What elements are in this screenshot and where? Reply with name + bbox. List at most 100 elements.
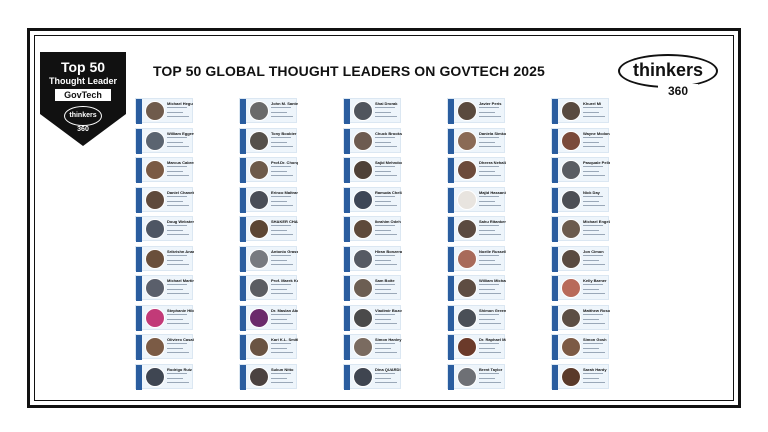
leader-card[interactable]: Shai Drorak bbox=[343, 98, 401, 124]
leader-card[interactable]: Shimon Greenba bbox=[447, 304, 506, 331]
leader-photo bbox=[145, 160, 165, 180]
leader-card[interactable]: Antonio Grasso bbox=[239, 245, 298, 272]
leader-card[interactable]: Dr. Maslan Abd bbox=[239, 304, 298, 331]
leader-card[interactable]: William Eggers bbox=[135, 127, 194, 154]
leader-detail-line bbox=[375, 372, 395, 374]
leader-card[interactable]: Noelle Russell bbox=[447, 245, 506, 272]
leader-detail-line bbox=[479, 377, 495, 379]
leader-detail-line bbox=[375, 107, 395, 108]
leader-detail-line bbox=[375, 112, 391, 113]
leader-photo bbox=[457, 101, 477, 121]
leader-name: Ibrahim Odeh bbox=[375, 219, 401, 224]
rank-strip bbox=[136, 246, 142, 272]
leader-detail-line bbox=[167, 318, 183, 320]
leader-card[interactable]: Doug Webster bbox=[135, 216, 194, 242]
leader-card[interactable]: William Michael bbox=[447, 275, 506, 301]
leader-card[interactable]: Wayne Mcdonal bbox=[551, 127, 610, 154]
leader-card[interactable]: Javier Peris bbox=[447, 98, 505, 124]
leader-detail-line bbox=[167, 112, 183, 113]
thinkers360-logo: thinkers 360 bbox=[618, 54, 718, 100]
leader-detail-line bbox=[583, 352, 605, 353]
leader-detail-line bbox=[583, 225, 603, 226]
leader-detail-line bbox=[375, 234, 397, 235]
leader-card[interactable]: Pasquale Pelle bbox=[551, 157, 610, 183]
rank-strip bbox=[448, 364, 454, 390]
leader-detail-line bbox=[271, 166, 291, 167]
rank-strip bbox=[240, 128, 246, 154]
leader-card[interactable]: Kelly Barner bbox=[551, 275, 609, 301]
leader-card[interactable]: Sajid Mehndoo bbox=[343, 157, 402, 183]
rank-strip bbox=[344, 335, 350, 360]
leader-card[interactable]: Michael Hegu bbox=[135, 98, 193, 124]
leader-card[interactable]: Khurel Mi bbox=[551, 98, 609, 124]
leader-card[interactable]: Matthew Rosoff bbox=[551, 304, 610, 331]
leader-card[interactable]: Nick Day bbox=[551, 186, 609, 213]
leader-card[interactable]: Sukun Nitto bbox=[239, 363, 297, 390]
leader-detail-line bbox=[479, 166, 499, 167]
leader-card[interactable]: Sam Boite bbox=[343, 275, 401, 301]
leader-photo bbox=[457, 366, 477, 387]
leader-detail-line bbox=[167, 107, 187, 108]
leader-card[interactable]: Daniela Simko bbox=[447, 127, 506, 154]
leader-card[interactable]: Vladimir Bozovi bbox=[343, 304, 402, 331]
leader-name: Vladimir Bozovi bbox=[375, 307, 402, 313]
leader-detail-line bbox=[583, 254, 603, 256]
leader-detail-line bbox=[375, 225, 395, 226]
leader-detail-line bbox=[167, 234, 189, 235]
leader-detail-line bbox=[167, 293, 189, 294]
leader-detail-line bbox=[479, 145, 501, 147]
leader-card[interactable]: Dina QUARDI bbox=[343, 363, 401, 390]
leader-card[interactable]: Oliviero Casale bbox=[135, 334, 194, 360]
leader-card[interactable]: Michael Engela bbox=[551, 216, 610, 242]
leader-card[interactable]: Hiran Bonzerai bbox=[343, 245, 402, 272]
leader-detail-line bbox=[479, 343, 499, 344]
leader-card[interactable]: Michael Martin bbox=[135, 275, 194, 301]
leader-card[interactable]: Prof.Dr. Chong bbox=[239, 157, 298, 183]
leader-card[interactable]: Ramuda Chellam bbox=[343, 186, 402, 213]
leader-detail-line bbox=[375, 377, 391, 379]
leader-card[interactable]: Marcus Cabrer bbox=[135, 157, 194, 183]
leader-detail-line bbox=[167, 352, 189, 353]
leader-detail-line bbox=[479, 381, 501, 383]
leader-card[interactable]: Ibrahim Odeh bbox=[343, 216, 401, 242]
leader-detail-line bbox=[583, 204, 605, 206]
leader-detail-line bbox=[479, 136, 499, 138]
rank-strip bbox=[136, 305, 142, 331]
leader-card[interactable]: Rodrigo Ruiz bbox=[135, 363, 193, 390]
leader-card[interactable]: Majid Hassanin bbox=[447, 186, 506, 213]
leader-card[interactable]: Stephanie Hibb bbox=[135, 304, 194, 331]
leader-detail-line bbox=[271, 200, 287, 202]
leader-detail-line bbox=[167, 381, 189, 383]
leader-photo bbox=[561, 248, 581, 269]
leader-card[interactable]: Srikrishn Anand bbox=[135, 245, 194, 272]
rank-strip bbox=[240, 187, 246, 213]
leader-card[interactable]: Prof. Marek Kow bbox=[239, 275, 298, 301]
leader-name: William Michael bbox=[479, 278, 506, 283]
leader-card[interactable]: Chuck Brooks bbox=[343, 127, 402, 154]
leader-photo bbox=[145, 366, 165, 387]
leader-card[interactable]: John M. Santero bbox=[239, 98, 298, 124]
leader-name: Matthew Rosoff bbox=[583, 307, 610, 313]
leader-photo bbox=[249, 160, 269, 180]
leader-name: Sukun Nitto bbox=[271, 366, 294, 372]
leader-photo bbox=[353, 130, 373, 151]
leader-card[interactable]: Dheera Nehalla bbox=[447, 157, 506, 183]
leader-photo bbox=[249, 307, 269, 328]
leader-card[interactable]: Brent Taylor bbox=[447, 363, 505, 390]
leader-card[interactable]: Daniel Chanek bbox=[135, 186, 194, 213]
leader-detail-line bbox=[375, 381, 397, 383]
badge-top-label: Top 50 bbox=[60, 59, 106, 75]
rank-strip bbox=[136, 335, 142, 360]
leader-card[interactable]: Simon Gosh bbox=[551, 334, 609, 360]
leader-card[interactable]: Tony Boobier bbox=[239, 127, 297, 154]
leader-card[interactable]: SHAKER CHAND bbox=[239, 216, 298, 242]
badge-logo-word: thinkers bbox=[64, 106, 102, 126]
leader-card[interactable]: Sarah Hardy bbox=[551, 363, 609, 390]
leader-card[interactable]: Sahu Ritanken bbox=[447, 216, 506, 242]
leader-card[interactable]: Kari K.L. Smith bbox=[239, 334, 298, 360]
leader-card[interactable]: Erinco Maltrane bbox=[239, 186, 298, 213]
leader-card[interactable]: Jon Cimon bbox=[551, 245, 609, 272]
leader-card[interactable]: Dr. Raphael Ma bbox=[447, 334, 506, 360]
leader-photo bbox=[145, 189, 165, 210]
leader-card[interactable]: Simon Hanley bbox=[343, 334, 401, 360]
